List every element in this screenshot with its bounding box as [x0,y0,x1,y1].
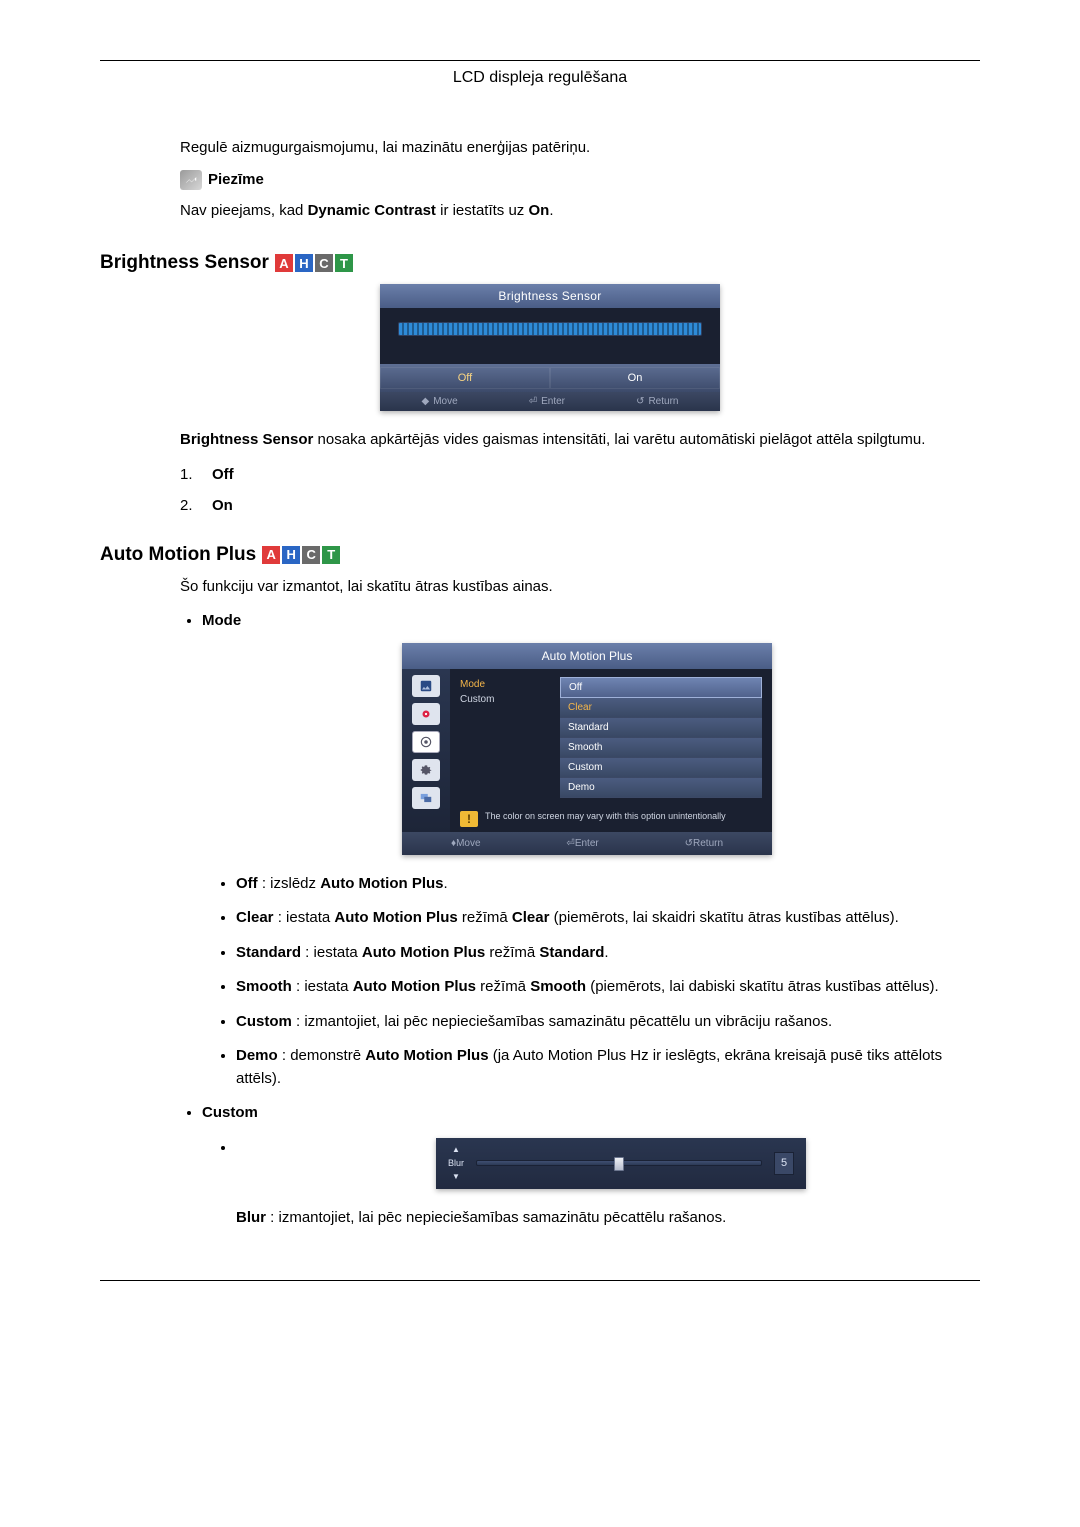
intro-paragraph: Regulē aizmugurgaismojumu, lai mazinātu … [180,137,980,160]
return-icon: ↺ [636,396,644,407]
section-brightness-sensor: Brightness Sensor AHCT [100,252,980,274]
mode-badge-c: C [315,254,333,272]
bs-options: Off On [380,364,720,392]
note-text: Nav pieejams, kad Dynamic Contrast ir ie… [180,200,980,223]
bs-desc: Brightness Sensor nosaka apkārtējās vide… [180,429,980,452]
amp-top-list: Mode Auto Motion Plus Mode [202,610,980,1230]
amp-osd-body: Mode Custom Off Clear Standard Smooth Cu… [402,669,772,832]
bs-list-item-1: 1.Off [180,466,980,483]
amp-option-clear[interactable]: Clear [560,698,762,718]
amp-option-demo[interactable]: Demo [560,778,762,798]
amp-options: Off Clear Standard Smooth Custom Demo [560,677,762,798]
amp-left-mode[interactable]: Mode [460,677,560,692]
return-icon: ↺ [685,838,693,849]
bs-footer-enter: ⏎Enter [529,396,565,407]
note-text-pre: Nav pieejams, kad [180,202,308,219]
blur-label: Blur [448,1157,464,1171]
blur-value: 5 [774,1152,794,1175]
amp-osd: Auto Motion Plus Mode Custom [402,643,772,855]
amp-item-demo: Demo : demonstrē Auto Motion Plus (ja Au… [236,1045,980,1090]
bs-opt-off[interactable]: Off [380,367,550,389]
amp-custom-sublist: ▲ Blur ▼ 5 Blur : izmantojiet, lai pēc n… [236,1137,980,1230]
bs-footer-move: ◆Move [422,396,458,407]
enter-icon: ⏎ [529,396,537,407]
amp-footer-move: ♦Move [451,836,481,851]
brightness-sensor-heading: Brightness Sensor [100,252,269,274]
amp-item-custom: Custom : izmantojiet, lai pēc nepiecieša… [236,1011,980,1034]
arrow-up-icon[interactable]: ▲ [452,1144,460,1156]
note-text-bold1: Dynamic Contrast [308,202,436,219]
bs-osd-body [380,308,720,364]
amp-osd-footer: ♦Move ⏎Enter ↺Return [402,832,772,855]
bs-osd-title: Brightness Sensor [380,284,720,308]
note-text-bold2: On [528,202,549,219]
amp-heading: Auto Motion Plus [100,544,256,566]
mode-badge-c: C [302,546,320,564]
amp-item-clear: Clear : iestata Auto Motion Plus režīmā … [236,907,980,930]
bottom-rule [100,1280,980,1281]
bs-list: 1.Off 2.On [180,466,980,514]
amp-warning-text: The color on screen may vary with this o… [485,811,726,822]
bs-opt-on[interactable]: On [550,367,720,389]
blur-desc: Blur : izmantojiet, lai pēc nepieciešamī… [236,1207,980,1230]
side-icon-sound[interactable] [412,703,440,725]
amp-option-custom[interactable]: Custom [560,758,762,778]
amp-item-standard: Standard : iestata Auto Motion Plus režī… [236,942,980,965]
amp-mode-sublist: Off : izslēdz Auto Motion Plus. Clear : … [236,873,980,1091]
note-row: Piezīme [180,170,980,190]
mode-badges: AHCT [275,254,353,272]
amp-option-standard[interactable]: Standard [560,718,762,738]
amp-intro: Šo funkciju var izmantot, lai skatītu āt… [180,576,980,599]
arrow-down-icon[interactable]: ▼ [452,1171,460,1183]
amp-custom-label: Custom [202,1104,258,1121]
amp-footer-return: ↺Return [685,836,723,851]
side-icon-gear[interactable] [412,759,440,781]
amp-main: Mode Custom Off Clear Standard Smooth Cu… [450,669,772,832]
blur-slider[interactable] [476,1160,762,1166]
amp-mode-label: Mode [202,612,241,629]
move-icon: ◆ [422,396,430,407]
top-rule [100,60,980,61]
note-label: Piezīme [208,171,264,188]
brightness-sensor-osd: Brightness Sensor Off On ◆Move ⏎Enter ↺R… [380,284,720,411]
amp-osd-title: Auto Motion Plus [402,643,772,669]
bs-footer-return: ↺Return [636,396,678,407]
amp-blur-item: ▲ Blur ▼ 5 Blur : izmantojiet, lai pēc n… [236,1137,980,1230]
note-text-post: . [549,202,553,219]
blur-label-box: ▲ Blur ▼ [448,1144,464,1184]
amp-custom-item: Custom ▲ Blur ▼ 5 Blur : izmant [202,1102,980,1230]
mode-badge-h: H [282,546,300,564]
mode-badge-h: H [295,254,313,272]
bs-desc-bold: Brightness Sensor [180,431,313,448]
side-icon-settings[interactable] [412,731,440,753]
mode-badge-t: T [322,546,340,564]
side-icon-picture[interactable] [412,675,440,697]
section-auto-motion-plus: Auto Motion Plus AHCT [100,544,980,566]
amp-item-off: Off : izslēdz Auto Motion Plus. [236,873,980,896]
mode-badge-t: T [335,254,353,272]
bs-desc-rest: nosaka apkārtējās vides gaismas intensit… [313,431,925,448]
side-icon-multi[interactable] [412,787,440,809]
blur-osd: ▲ Blur ▼ 5 [436,1138,806,1190]
bs-osd-footer: ◆Move ⏎Enter ↺Return [380,392,720,411]
amp-option-off[interactable]: Off [560,677,762,698]
amp-option-smooth[interactable]: Smooth [560,738,762,758]
bs-bar [398,322,702,336]
mode-badge-a: A [275,254,293,272]
amp-mode-item: Mode Auto Motion Plus Mode [202,610,980,1090]
bs-list-item-2: 2.On [180,497,980,514]
warning-icon: ! [460,811,478,827]
blur-thumb[interactable] [614,1157,624,1171]
amp-left-custom[interactable]: Custom [460,692,560,707]
amp-footer-enter: ⏎Enter [566,836,598,851]
page-title: LCD displeja regulēšana [100,69,980,87]
amp-item-smooth: Smooth : iestata Auto Motion Plus režīmā… [236,976,980,999]
amp-warning: ! The color on screen may vary with this… [460,808,762,828]
mode-badge-a: A [262,546,280,564]
note-text-mid: ir iestatīts uz [436,202,529,219]
note-icon [180,170,202,190]
mode-badges-2: AHCT [262,546,340,564]
amp-sidebar [402,669,450,832]
enter-icon: ⏎ [566,838,574,849]
